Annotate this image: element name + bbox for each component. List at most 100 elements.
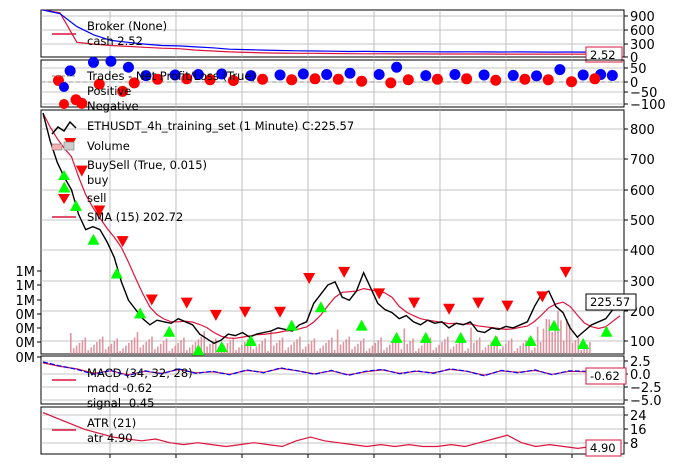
volume-bar-79 <box>299 336 301 354</box>
sell-marker-2 <box>93 205 106 217</box>
trade-positive-11 <box>321 68 333 80</box>
sell-marker-5 <box>180 297 193 309</box>
volume-bar-169 <box>560 320 562 354</box>
trade-negative-13 <box>332 73 344 85</box>
buy-marker-1 <box>69 199 82 211</box>
broker-ytick-300: 300 <box>630 38 655 53</box>
volume-bar-88 <box>325 342 327 354</box>
volume-bar-85 <box>316 351 319 354</box>
price-ytick-600: 600 <box>630 184 655 199</box>
volume-ytick-4: 0M <box>16 308 36 323</box>
trades-yticks: 50 0 −50 −100 <box>624 62 666 113</box>
trade-negative-3 <box>93 78 105 90</box>
volume-bar-135 <box>461 338 464 354</box>
price-legend-sell: sell <box>87 191 106 205</box>
volume-bar-12 <box>104 349 107 354</box>
broker-last-value: 2.52 <box>585 46 623 63</box>
volume-bar-134 <box>458 341 461 354</box>
price-ytick-500: 500 <box>630 214 655 229</box>
trades-ytick-minus100: −100 <box>630 98 666 113</box>
buy-marker-11 <box>355 319 368 331</box>
volume-bar-70 <box>273 345 275 354</box>
volume-bar-153 <box>513 351 516 354</box>
trade-negative-17 <box>431 73 443 85</box>
macd-line <box>42 361 621 377</box>
trade-negative-16 <box>402 74 414 86</box>
volume-ytick-6: 0M <box>16 336 36 351</box>
volume-ytick-7: 0M <box>16 351 36 366</box>
trade-positive-18 <box>507 69 519 81</box>
sell-marker-7 <box>239 306 252 318</box>
trade-positive-15 <box>420 70 432 82</box>
volume-bar-63 <box>252 349 255 354</box>
volume-bar-110 <box>389 344 391 354</box>
volume-bar-31 <box>159 343 162 354</box>
volume-bar-179 <box>589 342 591 354</box>
trade-negative-5 <box>128 77 140 89</box>
broker-ytick-0: 0 <box>630 51 638 66</box>
trades-ytick-minus50: −50 <box>630 86 657 101</box>
volume-bar-108 <box>383 350 385 354</box>
volume-ytick-2: 1M <box>16 279 36 294</box>
price-ytick-100: 100 <box>630 335 655 350</box>
volume-bar-80 <box>302 349 304 354</box>
trade-negative-9 <box>227 74 239 86</box>
volume-bar-47 <box>206 346 208 354</box>
buy-marker-12 <box>390 331 403 343</box>
volume-bar-93 <box>339 344 342 354</box>
atr-panel: ATR (21) atr 4.90 24 16 8 4.90 <box>40 406 647 457</box>
volume-bar-20 <box>128 342 130 354</box>
macd-legend-signal: signal -0.45 <box>87 396 154 410</box>
buy-marker-16 <box>524 334 537 346</box>
volume-bar-41 <box>188 347 191 354</box>
macd-ytick-2-5: 2.5 <box>630 355 651 370</box>
volume-bar-124 <box>429 337 432 354</box>
trade-positive-20 <box>554 64 566 76</box>
sell-marker-1 <box>75 165 88 177</box>
volume-bar-87 <box>322 345 324 354</box>
trade-negative-23 <box>589 73 601 85</box>
trade-positive-9 <box>274 69 286 81</box>
volume-bar-152 <box>510 338 513 354</box>
price-last-value-label: 225.57 <box>590 295 630 309</box>
volume-bar-125 <box>432 350 435 354</box>
volume-bar-97 <box>351 349 353 354</box>
volume-bar-160 <box>534 347 536 354</box>
volume-bar-39 <box>183 337 185 354</box>
volume-bar-122 <box>423 342 426 354</box>
trades-panel-frame <box>40 59 625 108</box>
price-ytick-300: 300 <box>630 275 655 290</box>
volume-bar-48 <box>209 343 211 354</box>
volume-bar-133 <box>455 343 458 354</box>
sell-marker-8 <box>274 306 287 318</box>
volume-bar-40 <box>186 350 188 354</box>
volume-bar-32 <box>162 341 165 354</box>
trade-positive-14 <box>391 61 403 73</box>
volume-bar-1 <box>72 348 75 354</box>
buy-marker-8 <box>244 334 257 346</box>
buy-marker-13 <box>419 331 432 343</box>
volume-bar-86 <box>319 348 321 354</box>
price-legend-title: ETHUSDT_4h_training_set (1 Minute) C:225… <box>87 119 354 133</box>
volume-bar-105 <box>374 342 377 354</box>
volume-ytick-5: 0M <box>16 322 36 337</box>
price-legend: ETHUSDT_4h_training_set (1 Minute) C:225… <box>51 119 354 224</box>
atr-legend: ATR (21) atr 4.90 <box>52 416 136 445</box>
volume-bar-130 <box>447 336 449 354</box>
volume-bar-11 <box>101 336 104 354</box>
price-legend-buysell: BuySell (True, 0.015) <box>87 158 207 172</box>
volume-bar-94 <box>342 342 345 354</box>
volume-bar-42 <box>191 344 194 354</box>
volume-bar-175 <box>577 337 580 354</box>
broker-last-value-label: 2.52 <box>590 48 616 62</box>
macd-legend-macd: macd -0.62 <box>87 381 152 395</box>
volume-bar-19 <box>125 345 127 354</box>
trades-positive-markers <box>64 55 618 82</box>
volume-bar-90 <box>331 337 333 354</box>
volume-bar-0 <box>70 333 72 354</box>
trade-negative-14 <box>356 75 368 87</box>
volume-bar-84 <box>313 338 316 354</box>
volume-bar-16 <box>116 338 118 354</box>
volume-bar-149 <box>502 346 504 354</box>
volume-bar-156 <box>522 342 524 354</box>
